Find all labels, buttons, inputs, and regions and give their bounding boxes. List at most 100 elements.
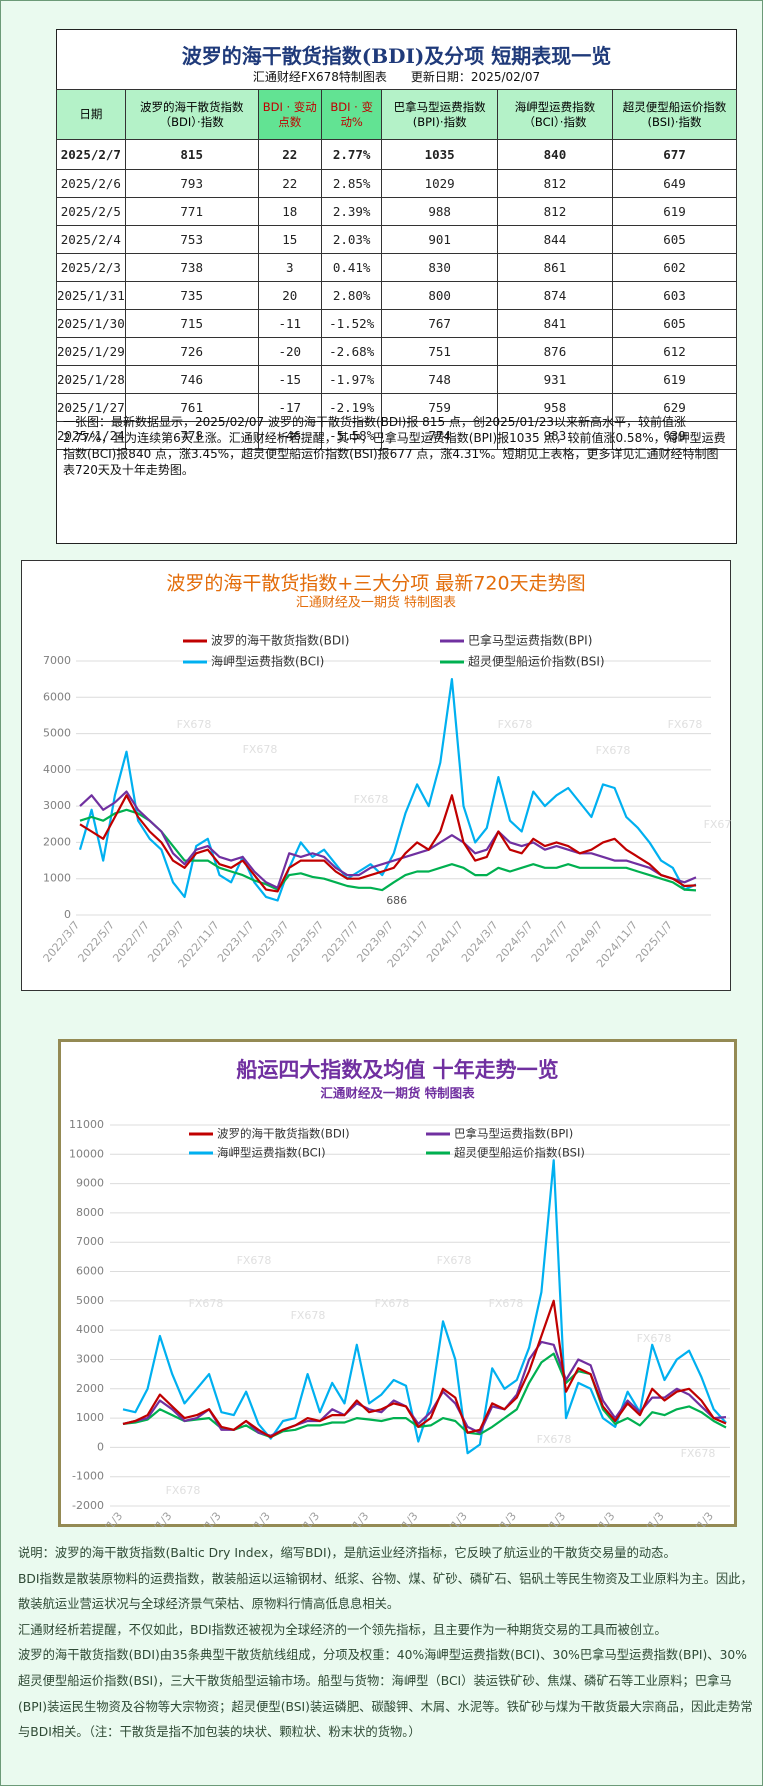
header-cell: 日期: [56, 89, 126, 140]
table-cell: -1.97%: [320, 365, 383, 394]
y-tick-label: 1000: [76, 1411, 104, 1424]
series-line: [122, 1299, 727, 1439]
legend-label: 超灵便型船运价指数(BSI): [468, 654, 605, 669]
watermark: FX678: [489, 1297, 524, 1310]
table-cell: 841: [496, 309, 614, 338]
table-cell: 753: [124, 225, 259, 254]
chart-subtitle: 汇通财经及一期货 特制图表: [296, 595, 456, 611]
y-tick-label: 3000: [76, 1352, 104, 1365]
table-cell: 812: [496, 197, 614, 226]
table-cell: 774: [381, 421, 498, 450]
watermark: FX678: [291, 1309, 326, 1322]
table-cell: -11: [257, 309, 322, 338]
table-cell: 735: [124, 281, 259, 310]
watermark: FX678: [375, 1297, 410, 1310]
legend-label: 巴拿马型运费指数(BPI): [454, 1127, 573, 1141]
table-cell: 2025/2/6: [56, 169, 126, 198]
legend-label: 波罗的海干散货指数(BDI): [211, 633, 349, 648]
watermark: FX678: [437, 1254, 472, 1267]
table-cell: 738: [124, 253, 259, 282]
watermark: FX678: [177, 718, 212, 731]
y-tick-label: 8000: [76, 1206, 104, 1219]
header-cell: 巴拿马型运费指数(BPI)·指数: [381, 89, 498, 140]
header-row: 日期 波罗的海干散货指数（BDI）·指数 BDI · 变动点数 BDI · 变动% 巴拿…: [56, 89, 737, 140]
table-cell: 2025/1/28: [56, 365, 126, 394]
table-cell: 840: [496, 139, 614, 170]
note-paragraph: 说明：波罗的海干散货指数(Baltic Dry Index，缩写BDI)，是航运…: [18, 1546, 676, 1560]
table-cell: 759: [381, 393, 498, 422]
y-tick-label: 6000: [76, 1265, 104, 1278]
table-cell: 812: [496, 169, 614, 198]
chart-title: 波罗的海干散货指数+三大分项 最新720天走势图: [166, 573, 585, 595]
y-tick-label: 10000: [69, 1147, 104, 1160]
y-tick-label: 9000: [76, 1177, 104, 1190]
table-cell: 677: [612, 139, 737, 170]
table-panel: 波罗的海干散货指数(BDI)及分项 短期表现一览 汇通财经FX678特制图表 更新…: [56, 29, 737, 544]
table-cell: 746: [124, 365, 259, 394]
table-cell: 901: [381, 225, 498, 254]
series-line: [79, 790, 697, 889]
table-cell: 2.80%: [320, 281, 383, 310]
table-cell: 602: [612, 253, 737, 282]
table-cell: 931: [496, 365, 614, 394]
series-line: [79, 794, 697, 893]
table-cell: 751: [381, 337, 498, 366]
source: 汇通财经FX678特制图表: [252, 70, 387, 84]
header-cell: BDI · 变动%: [320, 89, 383, 140]
table-row: 2025/2/5 771 18 2.39% 988 812 619: [56, 197, 737, 226]
table-cell: 874: [496, 281, 614, 310]
y-tick-label: -1000: [72, 1470, 104, 1483]
table-cell: 1035: [381, 139, 498, 170]
y-tick-label: 2000: [43, 835, 71, 848]
chart-frame: [58, 1039, 737, 1527]
table-cell: 2025/1/27: [56, 393, 126, 422]
table-cell: 793: [124, 169, 259, 198]
chart-subtitle: 汇通财经及一期货 特制图表: [320, 1086, 475, 1101]
notes: 说明：波罗的海干散货指数(Baltic Dry Index，缩写BDI)，是航运…: [18, 1541, 756, 1746]
y-tick-label: 6000: [43, 690, 71, 703]
series-line: [79, 808, 697, 892]
table-row: 2025/1/31 735 20 2.80% 800 874 603: [56, 281, 737, 310]
table-cell: 22: [257, 139, 322, 170]
watermark: FX678: [243, 743, 278, 756]
data-table: 日期 波罗的海干散货指数（BDI）·指数 BDI · 变动点数 BDI · 变动% 巴拿…: [56, 89, 737, 450]
table-cell: 2025/1/30: [56, 309, 126, 338]
watermark: FX678: [668, 718, 703, 731]
table-cell: 2.77%: [320, 139, 383, 170]
table-cell: 2025/2/4: [56, 225, 126, 254]
table-cell: 844: [496, 225, 614, 254]
table-cell: 2025/2/5: [56, 197, 126, 226]
table-subtitle: 汇通财经FX678特制图表 更新日期：2025/02/07: [57, 68, 736, 85]
table-cell: 2.85%: [320, 169, 383, 198]
table-cell: 958: [496, 393, 614, 422]
table-row: 2025/2/4 753 15 2.03% 901 844 605: [56, 225, 737, 254]
series-line: [122, 1340, 727, 1437]
table-cell: 1029: [381, 169, 498, 198]
table-cell: 649: [612, 169, 737, 198]
table-cell: 748: [381, 365, 498, 394]
y-tick-label: 11000: [69, 1118, 104, 1131]
table-cell: 2025/2/7: [56, 139, 126, 170]
table-cell: 612: [612, 337, 737, 366]
chart-title: 船运四大指数及均值 十年走势一览: [236, 1058, 558, 1082]
watermark: FX678: [189, 1297, 224, 1310]
table-cell: 605: [612, 225, 737, 254]
table-cell: 0.41%: [320, 253, 383, 282]
table-cell: 603: [612, 281, 737, 310]
table-cell: 876: [496, 337, 614, 366]
table-cell: 800: [381, 281, 498, 310]
annotation: 686: [386, 894, 407, 907]
series-line: [122, 1352, 727, 1439]
y-tick-label: 0: [64, 908, 71, 921]
note-paragraph: 波罗的海干散货指数(BDI)由35条典型干散货航线组成，分项及权重：40%海岬型…: [18, 1648, 753, 1740]
table-cell: 619: [612, 197, 737, 226]
y-tick-label: 7000: [43, 654, 71, 667]
table-row: 2025/2/3 738 3 0.41% 830 861 602: [56, 253, 737, 282]
table-cell: -15: [257, 365, 322, 394]
y-tick-label: 4000: [76, 1323, 104, 1336]
y-tick-label: 1000: [43, 872, 71, 885]
watermark: FX678: [596, 744, 631, 757]
table-cell: 15: [257, 225, 322, 254]
